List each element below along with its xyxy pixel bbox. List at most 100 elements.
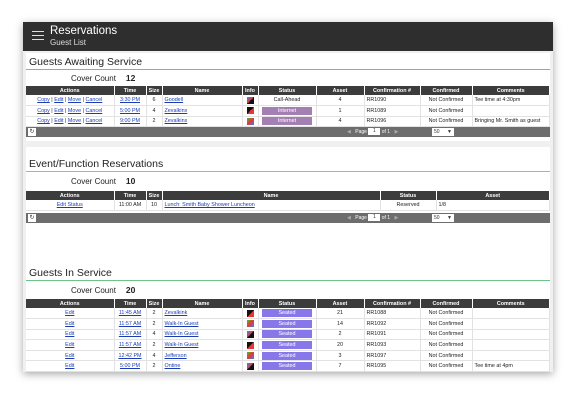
separator: | [49, 118, 55, 125]
status-cell: Call-Ahead [258, 95, 317, 107]
time-link[interactable]: 3:30 PM [119, 97, 141, 104]
prev-page-icon[interactable]: ◀ [347, 129, 351, 136]
status-cell: Seated [258, 318, 317, 330]
edit-link[interactable]: Edit [65, 352, 75, 359]
size-cell: 4 [146, 329, 163, 341]
info-icon[interactable] [246, 117, 254, 125]
edit-status-cell: Edit Status [26, 200, 115, 212]
page-size-select[interactable]: 50 ▼ [432, 214, 454, 223]
time-link[interactable]: 12:42 PM [118, 352, 142, 359]
info-icon[interactable] [246, 352, 254, 360]
info-icon[interactable] [246, 330, 254, 338]
time-link[interactable]: 11:45 AM [118, 310, 142, 317]
cover-count-value: 10 [125, 176, 136, 186]
copy-link[interactable]: Copy [37, 107, 50, 114]
info-cell [242, 318, 259, 330]
edit-cell: Edit [26, 329, 115, 341]
move-link[interactable]: Move [67, 118, 82, 125]
refresh-icon[interactable]: ↻ [28, 214, 36, 223]
time-cell: 5:00 PM [114, 105, 147, 117]
edit-link[interactable]: Edit [65, 320, 75, 327]
size-cell: 4 [146, 350, 163, 362]
info-icon[interactable] [246, 341, 254, 349]
info-icon[interactable] [246, 362, 254, 370]
comments-cell [472, 339, 550, 351]
name-link[interactable]: Walk-In Guest [164, 342, 199, 349]
name-link[interactable]: Goodell [164, 97, 184, 104]
info-icon[interactable] [246, 107, 254, 115]
time-link[interactable]: 11:57 AM [118, 320, 142, 327]
info-cell [242, 329, 259, 341]
time-link[interactable]: 11:57 AM [118, 331, 142, 338]
events-table: Actions Time Size Name Status Asset Edit Stat… [26, 191, 550, 212]
edit-link[interactable]: Edit [54, 118, 64, 125]
info-cell [242, 339, 259, 351]
separator: | [63, 97, 68, 104]
next-page-icon[interactable]: ▶ [394, 215, 399, 222]
copy-link[interactable]: Copy [37, 97, 50, 104]
awaiting-cover: Cover Count 12 [26, 70, 550, 86]
prev-page-icon[interactable]: ◀ [347, 215, 351, 222]
cancel-link[interactable]: Cancel [85, 118, 103, 125]
chevron-down-icon: ▼ [447, 215, 452, 222]
move-link[interactable]: Move [67, 107, 82, 114]
confirmed-cell: Not Confirmed [420, 329, 473, 341]
column-header: Time [114, 86, 147, 95]
time-link[interactable]: 5:00 PM [119, 107, 141, 114]
column-header: Comments [472, 299, 550, 308]
asset-cell: 1/8 [436, 200, 550, 212]
page-input[interactable]: 1 [368, 128, 381, 136]
page-input[interactable]: 1 [368, 214, 381, 222]
info-icon[interactable] [246, 96, 254, 104]
app-header: Reservations Guest List [23, 22, 553, 51]
column-header: Name [162, 299, 243, 308]
confirmed-cell: Not Confirmed [420, 105, 473, 117]
refresh-icon[interactable]: ↻ [28, 128, 36, 137]
edit-link[interactable]: Edit [54, 107, 64, 114]
edit-link[interactable]: Edit [65, 331, 75, 338]
column-header: Time [114, 191, 147, 200]
name-cell: Goodell [162, 95, 243, 107]
edit-status-link[interactable]: Edit Status [56, 202, 83, 209]
hamburger-icon[interactable] [32, 31, 44, 41]
time-cell: 5:00 PM [114, 360, 147, 372]
separator: | [49, 97, 55, 104]
column-header: Confirmed [420, 86, 473, 95]
edit-link[interactable]: Edit [54, 97, 64, 104]
name-link[interactable]: Jefferson [164, 352, 187, 359]
copy-link[interactable]: Copy [37, 118, 50, 125]
page-label: Page [355, 129, 367, 136]
name-link[interactable]: Walk-In Guest [164, 320, 199, 327]
cancel-link[interactable]: Cancel [85, 97, 103, 104]
info-cell [242, 105, 259, 117]
info-icon[interactable] [246, 309, 254, 317]
edit-link[interactable]: Edit [65, 363, 75, 370]
next-page-icon[interactable]: ▶ [394, 129, 399, 136]
time-cell: 11:45 AM [114, 308, 147, 320]
confirmed-cell: Not Confirmed [420, 318, 473, 330]
confirmation-cell: RR1090 [364, 95, 421, 107]
name-link[interactable]: Walk-In Guest [164, 331, 199, 338]
move-link[interactable]: Move [67, 97, 82, 104]
status-badge: Seated [262, 330, 312, 339]
info-icon[interactable] [246, 320, 254, 328]
page-size-select[interactable]: 50 ▼ [432, 128, 454, 137]
name-cell: Zevalkinx [162, 116, 243, 128]
name-link[interactable]: Zevalkink [164, 310, 188, 317]
time-cell: 11:57 AM [114, 318, 147, 330]
events-pager: ↻ ◀ Page 1 of 1 ▶ 50 ▼ [26, 213, 550, 224]
edit-link[interactable]: Edit [65, 310, 75, 317]
time-link[interactable]: 5:00 PM [119, 363, 141, 370]
name-link[interactable]: Zevalkinx [164, 118, 188, 125]
cancel-link[interactable]: Cancel [85, 107, 103, 114]
name-link[interactable]: Ontine [164, 363, 181, 370]
name-link[interactable]: Lunch: Smith Baby Shower Luncheon [164, 202, 255, 209]
time-link[interactable]: 11:57 AM [118, 342, 142, 349]
edit-cell: Edit [26, 318, 115, 330]
name-link[interactable]: Zevalkinx [164, 107, 188, 114]
table-row: Edit Status 11:00 AM 10 Lunch: Smith Baby S… [26, 200, 550, 212]
edit-link[interactable]: Edit [65, 342, 75, 349]
name-cell: Zevalkinx [162, 105, 243, 117]
time-link[interactable]: 9:00 PM [119, 118, 141, 125]
column-header: Actions [26, 86, 115, 95]
